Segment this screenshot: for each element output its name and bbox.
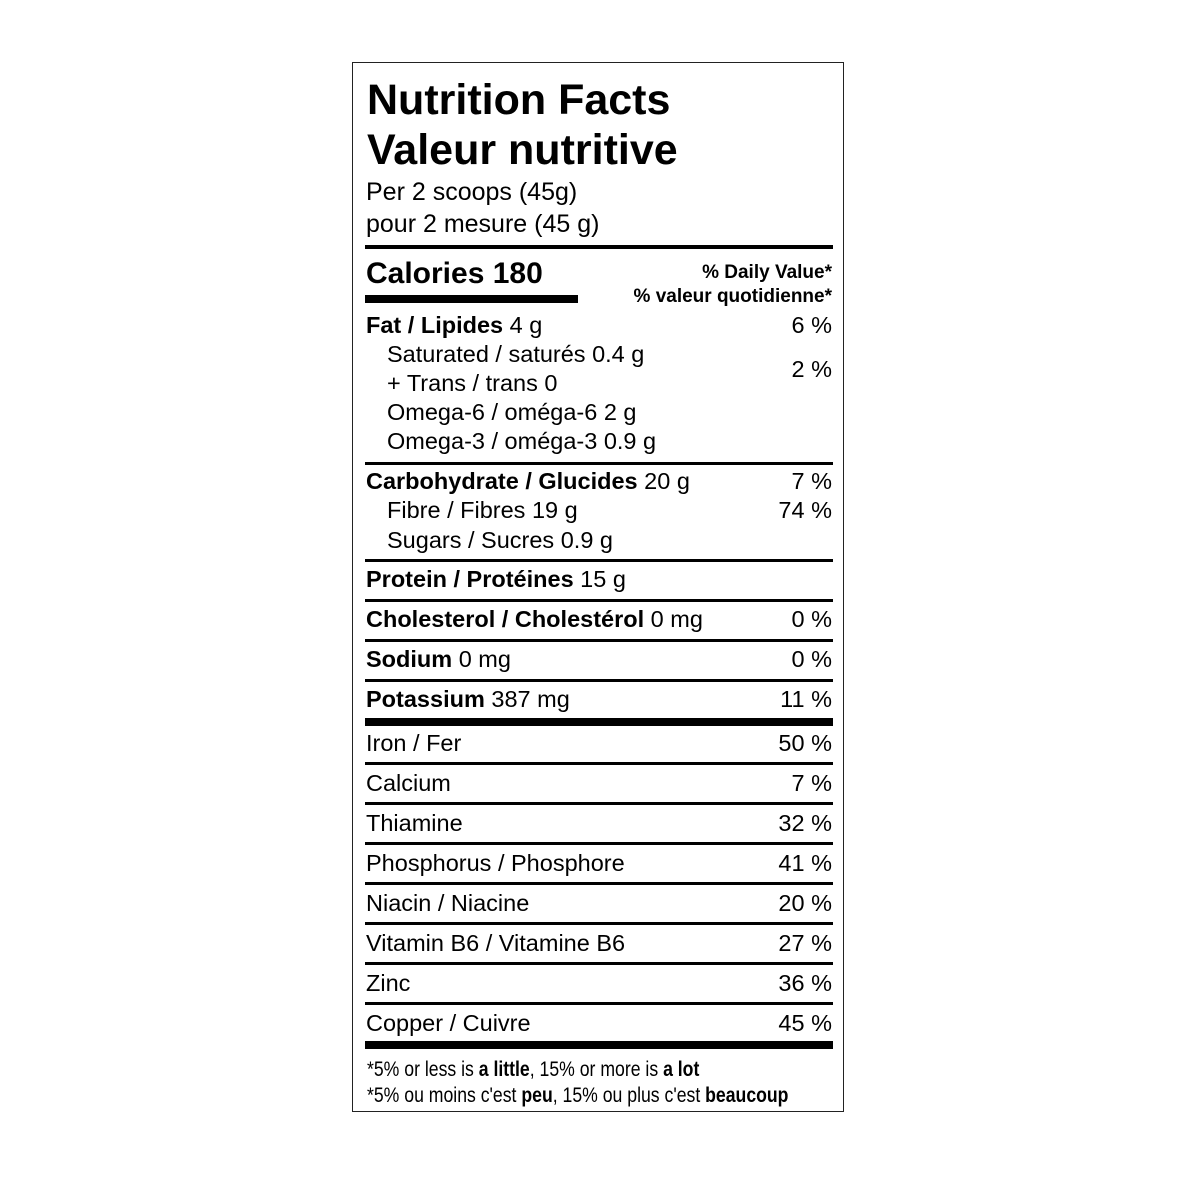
calories: Calories 180 [366, 257, 543, 290]
trans-row: + Trans / trans 0 [387, 370, 558, 396]
mineral-row: Zinc 36 % [366, 970, 832, 996]
dv-header-fr: % valeur quotidienne* [633, 286, 832, 307]
nutrient-name: Zinc [366, 970, 411, 996]
divider [365, 245, 833, 249]
divider [365, 462, 833, 465]
mineral-row: Calcium 7 % [366, 770, 833, 796]
saturated-row: Saturated / saturés 0.4 g [387, 341, 645, 367]
divider [365, 559, 833, 562]
nutrient-name: Copper / Cuivre [366, 1010, 531, 1036]
nutrient-dv: 41 % [778, 850, 832, 876]
divider [365, 639, 833, 642]
divider [365, 762, 833, 765]
nutrient-dv: 7 % [791, 770, 833, 796]
potassium-row: Potassium 387 mg 11 % [366, 686, 832, 712]
mineral-row: Copper / Cuivre 45 % [366, 1010, 832, 1036]
mineral-row: Thiamine 32 % [366, 810, 832, 836]
mineral-row: Iron / Fer 50 % [366, 730, 832, 756]
omega3-row: Omega-3 / oméga-3 0.9 g [387, 428, 657, 454]
mineral-row: Vitamin B6 / Vitamine B6 27 % [366, 930, 832, 956]
nutrient-name: Thiamine [366, 810, 463, 836]
divider [365, 842, 833, 845]
serving-fr: pour 2 mesure (45 g) [366, 210, 600, 238]
nutrient-dv: 45 % [778, 1010, 832, 1036]
footnote-fr: *5% ou moins c'est peu, 15% ou plus c'es… [367, 1084, 789, 1107]
nutrient-name: Vitamin B6 / Vitamine B6 [366, 930, 626, 956]
title-en: Nutrition Facts [367, 76, 671, 124]
divider [365, 922, 833, 925]
nutrient-dv: 20 % [778, 890, 832, 916]
thick-divider [365, 718, 833, 726]
nutrient-name: Niacin / Niacine [366, 890, 530, 916]
divider [365, 962, 833, 965]
nutrient-dv: 27 % [778, 930, 832, 956]
divider [365, 599, 833, 602]
footnote-en: *5% or less is a little, 15% or more is … [367, 1058, 700, 1081]
divider [365, 802, 833, 805]
divider [365, 882, 833, 885]
nutrient-dv: 36 % [778, 970, 832, 996]
sat-trans-dv: 2 % [791, 356, 833, 382]
nutrient-name: Calcium [366, 770, 451, 796]
thick-divider [365, 1041, 833, 1049]
title-fr: Valeur nutritive [367, 126, 678, 174]
sodium-row: Sodium 0 mg 0 % [366, 646, 832, 672]
nutrient-dv: 32 % [778, 810, 832, 836]
cholesterol-row: Cholesterol / Cholestérol 0 mg 0 % [366, 606, 832, 632]
divider [365, 1002, 833, 1005]
nutrition-facts-label: Nutrition Facts Valeur nutritive Per 2 s… [352, 62, 844, 1112]
nutrient-name: Iron / Fer [366, 730, 462, 756]
protein-row: Protein / Protéines 15 g [366, 566, 626, 592]
dv-header-en: % Daily Value* [702, 262, 832, 283]
mineral-row: Phosphorus / Phosphore 41 % [366, 850, 832, 876]
nutrient-name: Phosphorus / Phosphore [366, 850, 625, 876]
nutrient-dv: 50 % [778, 730, 832, 756]
mineral-row: Niacin / Niacine 20 % [366, 890, 832, 916]
omega6-row: Omega-6 / oméga-6 2 g [387, 399, 637, 425]
fibre-row: Fibre / Fibres 19 g 74 % [387, 497, 832, 523]
serving-en: Per 2 scoops (45g) [366, 178, 578, 206]
divider [365, 679, 833, 682]
sugars-row: Sugars / Sucres 0.9 g [387, 527, 613, 553]
calories-bar [365, 295, 578, 303]
